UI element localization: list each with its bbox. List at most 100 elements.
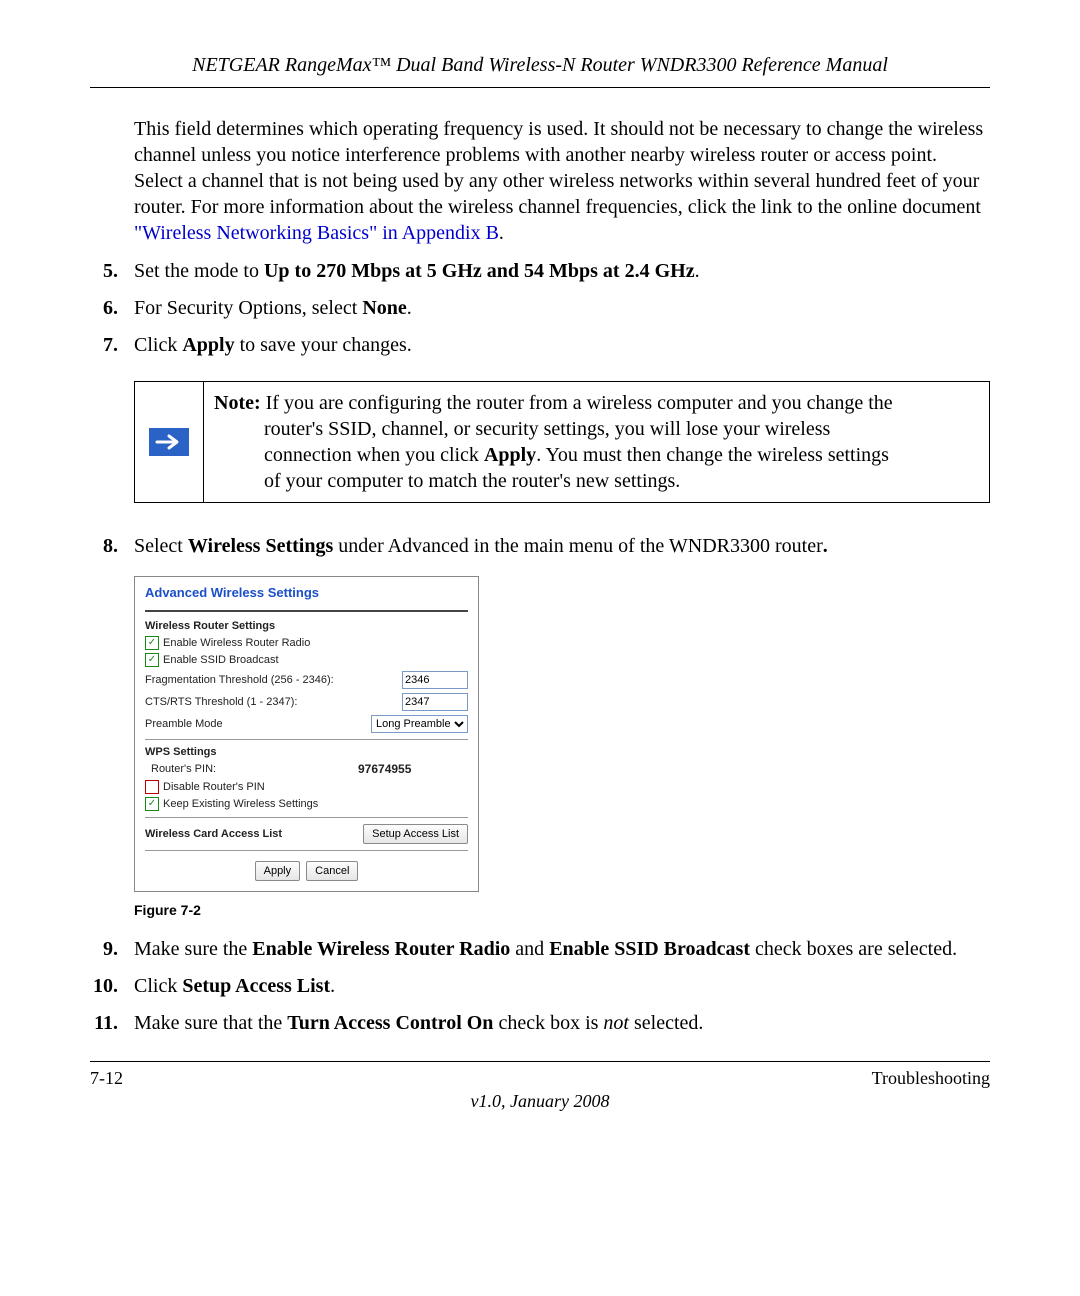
step6-bold: None	[362, 297, 406, 319]
page-number: 7-12	[90, 1068, 123, 1089]
checkbox-unchecked-icon	[145, 780, 159, 794]
step9-b2: Enable SSID Broadcast	[549, 938, 750, 960]
step-6: 6. For Security Options, select None.	[90, 295, 990, 322]
note-icon-cell	[135, 382, 204, 502]
disable-pin-label: Disable Router's PIN	[163, 781, 265, 793]
step-number: 8.	[90, 533, 118, 560]
page-header: NETGEAR RangeMax™ Dual Band Wireless-N R…	[90, 54, 990, 88]
step-5: 5. Set the mode to Up to 270 Mbps at 5 G…	[90, 258, 990, 285]
step5-pre: Set the mode to	[134, 260, 264, 282]
access-list-label: Wireless Card Access List	[145, 828, 282, 840]
arrow-right-icon	[149, 428, 189, 456]
step8-pre: Select	[134, 535, 188, 557]
note-l2a: router's SSID, channel, or security sett…	[214, 416, 893, 442]
cts-row: CTS/RTS Threshold (1 - 2347):	[145, 693, 468, 711]
ss-title: Advanced Wireless Settings	[145, 585, 468, 600]
cts-input[interactable]	[402, 693, 468, 711]
step-7: 7. Click Apply to save your changes.	[90, 332, 990, 359]
ss-sub-wps: WPS Settings	[145, 746, 468, 758]
step8-dot: .	[823, 535, 828, 557]
setup-access-list-button[interactable]: Setup Access List	[363, 824, 468, 844]
step8-bold: Wireless Settings	[188, 535, 333, 557]
step7-post: to save your changes.	[235, 334, 412, 356]
step11-ital: not	[603, 1012, 629, 1034]
version-line: v1.0, January 2008	[90, 1091, 990, 1112]
step10-pre: Click	[134, 975, 182, 997]
enable-ssid-label: Enable SSID Broadcast	[163, 654, 279, 666]
divider	[145, 850, 468, 851]
step5-bold: Up to 270 Mbps at 5 GHz and 54 Mbps at 2…	[264, 260, 695, 282]
manual-page: NETGEAR RangeMax™ Dual Band Wireless-N R…	[0, 0, 1080, 1296]
step6-post: .	[407, 297, 412, 319]
step11-post: selected.	[629, 1012, 703, 1034]
step-number: 7.	[90, 332, 118, 359]
divider	[145, 739, 468, 740]
step9-b1: Enable Wireless Router Radio	[252, 938, 510, 960]
step-11: 11. Make sure that the Turn Access Contr…	[90, 1010, 990, 1037]
note-l2b-pre: connection when you click	[264, 444, 484, 466]
pin-value: 97674955	[358, 762, 468, 776]
wireless-basics-link[interactable]: "Wireless Networking Basics" in Appendix…	[134, 222, 499, 244]
note-l1: If you are configuring the router from a…	[261, 392, 893, 414]
preamble-row: Preamble Mode Long Preamble	[145, 715, 468, 733]
figure-caption: Figure 7-2	[134, 902, 990, 918]
steps-list-3: 9. Make sure the Enable Wireless Router …	[90, 936, 990, 1037]
step-number: 9.	[90, 936, 118, 963]
intro-text: This field determines which operating fr…	[134, 118, 983, 218]
step5-post: .	[695, 260, 700, 282]
step-number: 6.	[90, 295, 118, 322]
apply-button[interactable]: Apply	[255, 861, 301, 881]
preamble-label: Preamble Mode	[145, 718, 371, 730]
frag-label: Fragmentation Threshold (256 - 2346):	[145, 674, 402, 686]
steps-list-2: 8. Select Wireless Settings under Advanc…	[90, 533, 990, 560]
note-label: Note:	[214, 392, 261, 414]
preamble-select[interactable]: Long Preamble	[371, 715, 468, 733]
step-number: 11.	[90, 1010, 118, 1037]
note-box: Note: If you are configuring the router …	[134, 381, 990, 503]
step-number: 5.	[90, 258, 118, 285]
checkbox-checked-icon: ✓	[145, 653, 159, 667]
keep-settings-checkbox[interactable]: ✓ Keep Existing Wireless Settings	[145, 797, 468, 811]
step11-pre: Make sure that the	[134, 1012, 287, 1034]
note-text: Note: If you are configuring the router …	[204, 382, 903, 502]
step7-bold: Apply	[182, 334, 234, 356]
note-l2c: of your computer to match the router's n…	[214, 468, 893, 494]
advanced-wireless-screenshot: Advanced Wireless Settings Wireless Rout…	[134, 576, 479, 892]
cancel-button[interactable]: Cancel	[306, 861, 358, 881]
keep-settings-label: Keep Existing Wireless Settings	[163, 798, 318, 810]
step-10: 10. Click Setup Access List.	[90, 973, 990, 1000]
page-footer: 7-12 Troubleshooting	[90, 1061, 990, 1089]
apply-cancel-row: Apply Cancel	[145, 861, 468, 881]
step9-pre: Make sure the	[134, 938, 252, 960]
steps-list: 5. Set the mode to Up to 270 Mbps at 5 G…	[90, 258, 990, 359]
step11-bold: Turn Access Control On	[287, 1012, 493, 1034]
note-apply-bold: Apply	[484, 444, 536, 466]
step10-bold: Setup Access List	[182, 975, 330, 997]
step8-post: under Advanced in the main menu of the W…	[333, 535, 823, 557]
enable-radio-label: Enable Wireless Router Radio	[163, 637, 310, 649]
divider	[145, 610, 468, 612]
cts-label: CTS/RTS Threshold (1 - 2347):	[145, 696, 402, 708]
access-list-row: Wireless Card Access List Setup Access L…	[145, 824, 468, 844]
checkbox-checked-icon: ✓	[145, 797, 159, 811]
step-8: 8. Select Wireless Settings under Advanc…	[90, 533, 990, 560]
step-number: 10.	[90, 973, 118, 1000]
step7-pre: Click	[134, 334, 182, 356]
divider	[145, 817, 468, 818]
step9-mid: and	[510, 938, 549, 960]
enable-ssid-checkbox[interactable]: ✓ Enable SSID Broadcast	[145, 653, 468, 667]
note-l2b-post: . You must then change the wireless sett…	[536, 444, 889, 466]
intro-post: .	[499, 222, 504, 244]
step9-post: check boxes are selected.	[750, 938, 957, 960]
pin-label: Router's PIN:	[145, 763, 358, 775]
step10-post: .	[330, 975, 335, 997]
step11-mid: check box is	[493, 1012, 603, 1034]
enable-radio-checkbox[interactable]: ✓ Enable Wireless Router Radio	[145, 636, 468, 650]
step-9: 9. Make sure the Enable Wireless Router …	[90, 936, 990, 963]
disable-pin-checkbox[interactable]: Disable Router's PIN	[145, 780, 468, 794]
pin-row: Router's PIN: 97674955	[145, 762, 468, 776]
frag-input[interactable]	[402, 671, 468, 689]
checkbox-checked-icon: ✓	[145, 636, 159, 650]
section-name: Troubleshooting	[872, 1068, 990, 1089]
step6-pre: For Security Options, select	[134, 297, 362, 319]
